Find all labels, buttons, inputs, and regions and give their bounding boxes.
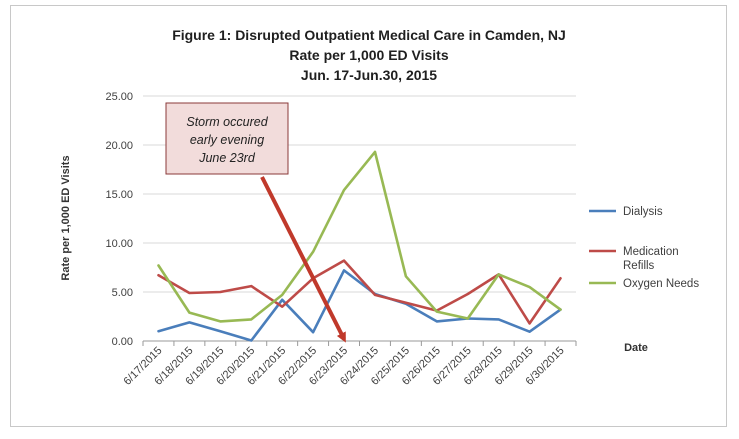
series-line-1 <box>157 269 562 342</box>
legend: Dialysis Medication Refills Oxygen Needs <box>589 206 699 290</box>
x-axis-title: Date <box>624 342 648 354</box>
annotation-callout: Storm occured early evening June 23rd <box>165 102 289 175</box>
y-tick-label: 25.00 <box>105 91 133 103</box>
annotation-line-3: June 23rd <box>198 151 256 165</box>
chart-frame: Figure 1: Disrupted Outpatient Medical C… <box>10 5 727 427</box>
y-tick-label: 0.00 <box>112 336 133 348</box>
series-line-2 <box>157 259 562 325</box>
chart-date-range: Jun. 17-Jun.30, 2015 <box>301 67 437 83</box>
chart-svg: Figure 1: Disrupted Outpatient Medical C… <box>60 27 699 388</box>
y-tick-label: 5.00 <box>112 287 133 299</box>
legend-label: Dialysis <box>623 206 663 218</box>
y-axis-title: Rate per 1,000 ED Visits <box>60 155 72 280</box>
legend-label-continued: Refills <box>623 260 655 272</box>
annotation-box <box>165 102 289 175</box>
annotation-line-2: early evening <box>190 133 264 147</box>
y-tick-label: 15.00 <box>105 189 133 201</box>
chart-title: Figure 1: Disrupted Outpatient Medical C… <box>172 27 566 43</box>
legend-label: Oxygen Needs <box>623 278 699 290</box>
storm-arrow <box>260 176 346 343</box>
chart-subtitle: Rate per 1,000 ED Visits <box>289 47 448 63</box>
y-tick-label: 10.00 <box>105 238 133 250</box>
annotation-line-1: Storm occured <box>186 115 268 129</box>
y-tick-label: 20.00 <box>105 140 133 152</box>
x-tick-labels: 6/17/20156/18/20156/19/20156/20/20156/21… <box>121 345 566 388</box>
y-tick-labels: 0.00 5.00 10.00 15.00 20.00 25.00 <box>105 91 133 348</box>
series-lines <box>157 150 562 342</box>
series-line-3 <box>157 150 562 323</box>
legend-label: Medication <box>623 246 679 258</box>
